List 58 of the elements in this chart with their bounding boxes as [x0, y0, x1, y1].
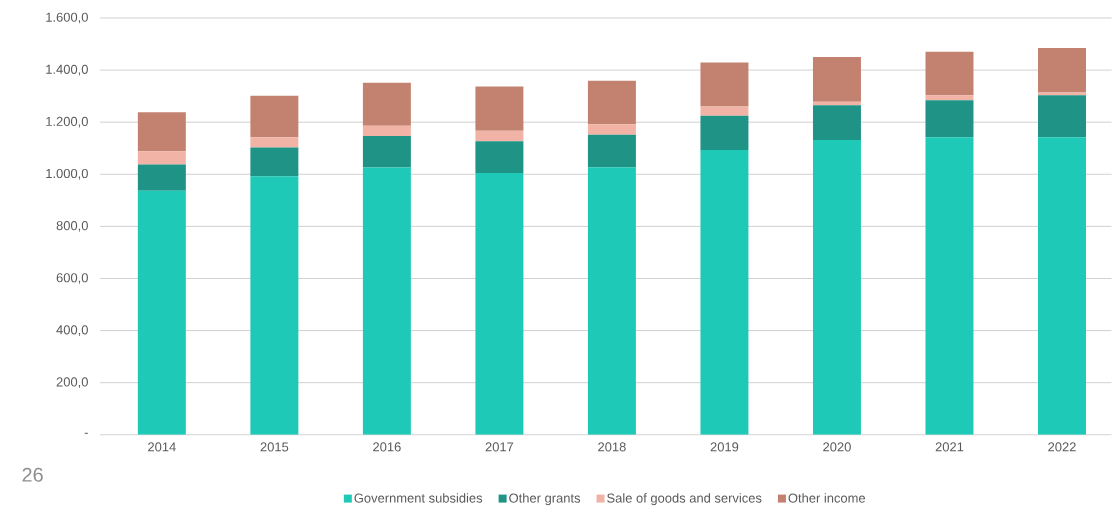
- text: 26: [22, 467, 43, 482]
- bar: [362, 167, 411, 435]
- bar: [250, 137, 299, 148]
- bar: [1038, 92, 1086, 96]
- y-tick-label: 600,0: [56, 273, 88, 284]
- bar: [250, 95, 299, 138]
- bar: [812, 105, 861, 141]
- bar: [925, 137, 974, 435]
- bar: [587, 124, 636, 135]
- bar: [362, 82, 411, 126]
- bar: [1038, 137, 1086, 435]
- bar: [362, 125, 411, 137]
- bar: [475, 86, 524, 131]
- bar: [137, 151, 186, 165]
- bar: [700, 115, 749, 151]
- x-tick-label: 2019: [710, 442, 739, 452]
- bar: [700, 62, 749, 107]
- legend-label: Sale of goods and services: [607, 493, 762, 506]
- bar: [700, 150, 749, 435]
- bar: [137, 164, 186, 191]
- x-tick-label: 2014: [148, 442, 176, 452]
- x-tick-label: 2020: [823, 442, 851, 452]
- bar: [587, 80, 636, 125]
- legend-label: Other grants: [509, 493, 581, 506]
- bar: [250, 147, 299, 177]
- bar: [812, 57, 861, 102]
- bar: [587, 134, 636, 168]
- y-tick-label: 1.000,0: [46, 169, 88, 180]
- bar: [812, 140, 861, 435]
- x-tick-label: 2016: [373, 442, 401, 452]
- y-tick-label: 400,0: [56, 325, 88, 337]
- x-tick-label: 2022: [1048, 442, 1076, 452]
- y-tick-label: 200,0: [56, 377, 88, 389]
- legend-label: Government subsidies: [354, 493, 483, 503]
- bar: [925, 100, 974, 138]
- x-tick-label: 2015: [260, 442, 289, 452]
- x-tick-label: 2021: [935, 442, 964, 452]
- y-tick-label: 1.400,0: [46, 64, 88, 76]
- bar: [925, 95, 974, 101]
- bar: [587, 167, 636, 435]
- y-tick-label: -: [84, 432, 88, 434]
- bar: [1038, 48, 1086, 93]
- bar: [137, 190, 186, 435]
- bar: [362, 136, 411, 168]
- bar: [250, 176, 299, 435]
- y-tick-label: 1.200,0: [46, 116, 88, 128]
- bar: [475, 173, 524, 435]
- y-tick-label: 800,0: [56, 221, 88, 232]
- legend-label: Other income: [788, 493, 866, 503]
- x-tick-label: 2017: [485, 442, 514, 452]
- bar: [475, 130, 524, 142]
- y-tick-label: 1.600,0: [46, 12, 88, 24]
- bar: [925, 51, 974, 96]
- bar: [700, 106, 749, 116]
- bar: [475, 141, 524, 174]
- x-tick-label: 2018: [598, 442, 626, 452]
- bar: [137, 112, 186, 152]
- bar: [1038, 95, 1086, 138]
